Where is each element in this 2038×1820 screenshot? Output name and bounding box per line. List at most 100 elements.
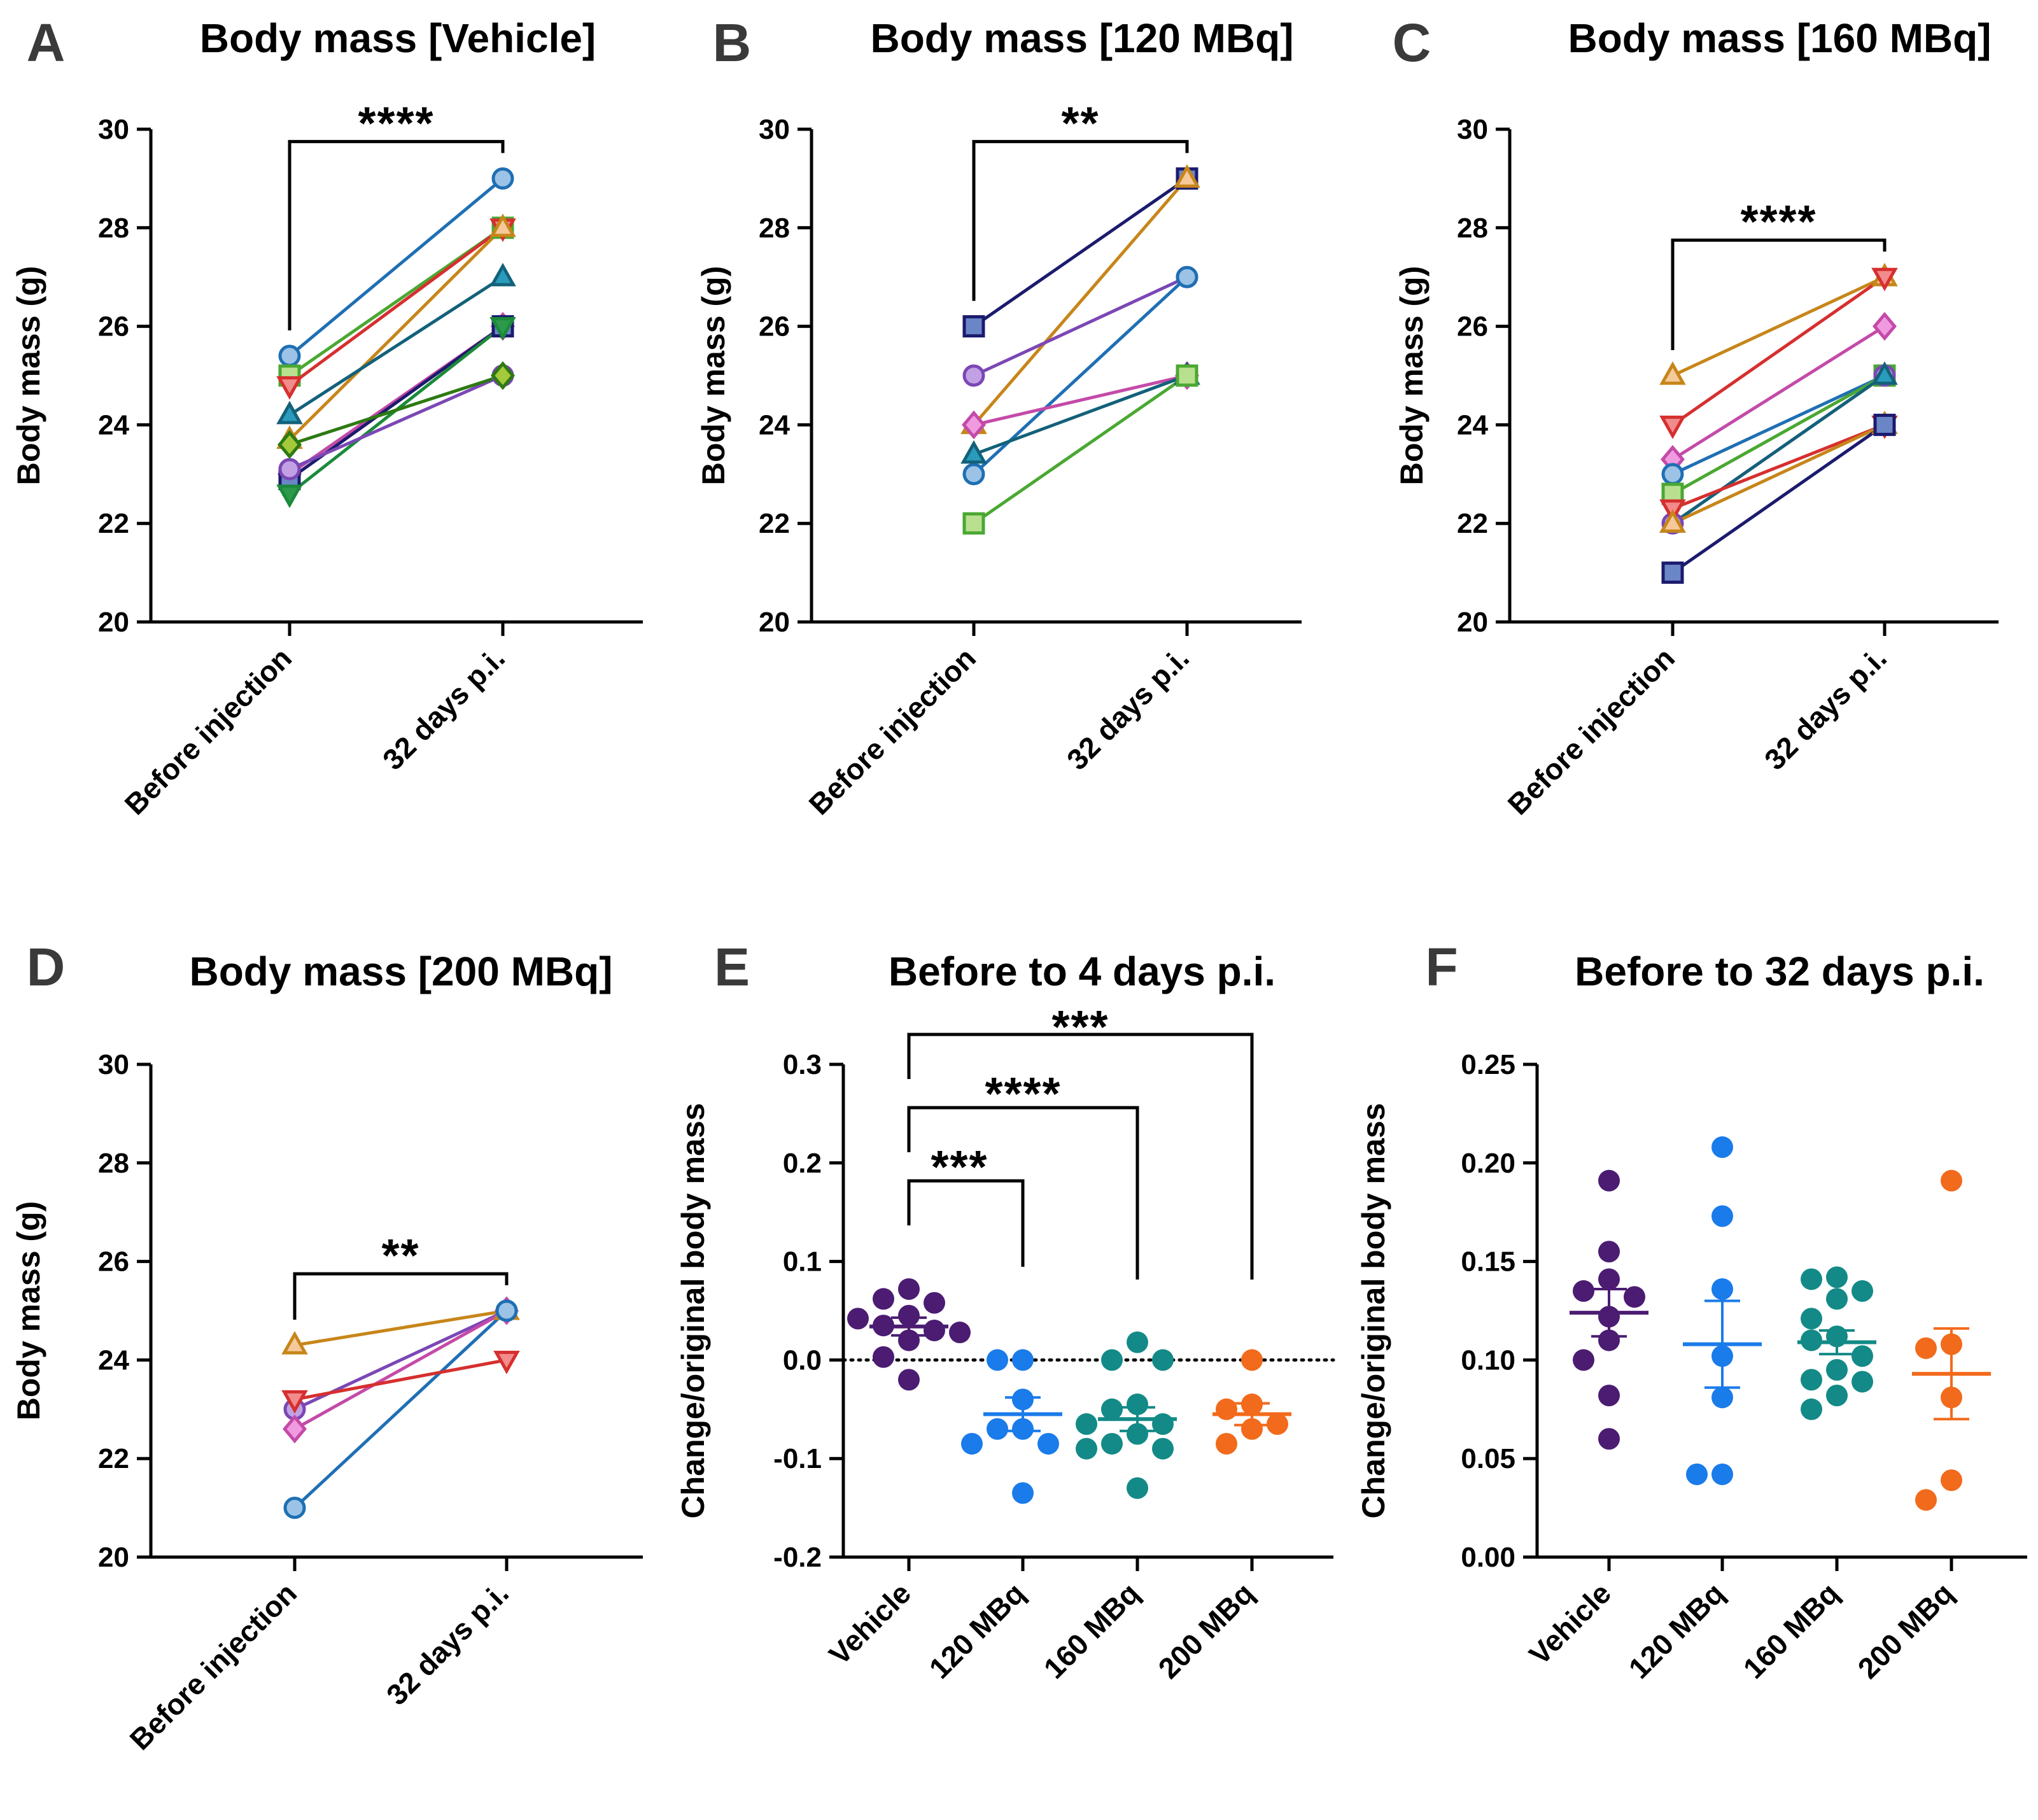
data-point [278,344,301,367]
panel-letter: D [27,937,66,997]
series-line [1671,374,1886,495]
y-tick-label: 0.20 [1461,1148,1515,1179]
y-tick-label: 0.05 [1461,1443,1515,1474]
series-line [973,177,1188,328]
y-axis-title: Body mass (g) [11,266,46,486]
data-point [1127,1423,1148,1445]
data-point [1871,267,1898,292]
data-point [1711,1463,1733,1485]
data-point [1216,1398,1237,1420]
y-tick-label: 30 [98,114,129,145]
y-axis-title: Change/original body mass [1356,1103,1391,1519]
y-tick-label: 24 [759,409,790,441]
series-line [1671,423,1886,574]
data-point [1176,265,1198,288]
data-point [1598,1169,1620,1192]
data-point [1152,1413,1174,1436]
panel-title: Body mass [160 MBq] [1568,15,1991,61]
data-point [1826,1358,1848,1381]
series-line [288,177,504,357]
y-axis-title: Change/original body mass [675,1103,711,1519]
x-tick-label: 120 MBq [923,1576,1032,1685]
data-point [1659,509,1686,533]
data-point [987,1418,1008,1440]
y-tick-label: 20 [759,607,790,638]
data-point [489,317,516,341]
y-tick-label: 22 [98,508,129,539]
series-line [288,276,504,417]
data-point [924,1292,945,1314]
x-tick-label: Vehicle [1522,1576,1617,1671]
data-point [1152,1349,1174,1371]
data-point [1826,1266,1848,1288]
data-point [1127,1477,1148,1499]
significance-bracket [288,139,505,331]
significance-label: **** [1740,197,1817,248]
data-point [949,1322,971,1344]
series-line [288,227,504,441]
data-point [1176,364,1198,387]
data-point [1801,1308,1822,1330]
x-tick-label: Vehicle [822,1576,917,1671]
data-point [276,400,303,425]
data-point [1661,463,1684,486]
series-line [1671,276,1886,427]
data-point [276,376,303,400]
panel-title: Before to 4 days p.i. [889,949,1276,994]
data-point [1012,1482,1034,1504]
significance-label: ** [1061,98,1099,149]
data-point [276,484,303,509]
y-tick-label: 28 [98,213,129,244]
data-point [1826,1288,1848,1310]
x-tick-label: Before injection [123,1576,304,1756]
x-tick-label: 120 MBq [1622,1576,1731,1685]
data-point [1661,561,1684,584]
y-tick-label: 28 [98,1148,129,1179]
x-tick-label: Before injection [118,641,299,821]
x-tick-label: 200 MBq [1152,1576,1261,1685]
data-point [898,1278,920,1300]
data-point [495,1299,518,1322]
data-point [1801,1398,1822,1420]
x-tick-label: Before injection [1501,641,1682,821]
data-point [1624,1286,1645,1308]
data-point [1852,1371,1873,1393]
data-point [873,1288,894,1310]
y-tick-label: -0.2 [773,1542,822,1573]
data-point [1101,1432,1123,1455]
data-point [960,440,987,464]
data-point [962,463,985,486]
data-point [281,1330,308,1355]
series-line [973,374,1188,456]
data-point [1711,1136,1733,1159]
y-tick-label: 26 [98,311,129,342]
series-line [289,374,503,446]
data-point [1801,1268,1822,1290]
data-point [1915,1489,1937,1511]
y-tick-label: 24 [98,409,129,441]
x-tick-label: 32 days p.i. [376,641,511,776]
data-point [1941,1469,1962,1492]
y-tick-label: 30 [1457,114,1488,145]
y-tick-label: -0.1 [773,1443,822,1474]
y-tick-label: 28 [759,213,790,244]
data-point [1711,1205,1733,1227]
data-point [1871,361,1898,385]
data-point [1012,1349,1034,1371]
data-point [1241,1418,1263,1440]
y-tick-label: 28 [1457,213,1488,244]
data-point [1915,1337,1937,1359]
significance-label: **** [985,1069,1061,1120]
y-tick-label: 20 [98,1542,129,1573]
panel-d: D Body mass [200 MBq] 20 22 24 26 28 30 Body mas… [11,937,643,1756]
data-point [1711,1278,1733,1300]
significance-label: **** [358,98,434,149]
significance-bracket [293,1272,509,1320]
y-axis-title: Body mass (g) [1394,266,1430,486]
panel-title: Body mass [120 MBq] [870,15,1293,61]
data-point [1076,1437,1097,1460]
data-point [1598,1241,1620,1263]
significance-label: ** [381,1231,419,1281]
data-point [1127,1331,1148,1353]
x-tick-label: 160 MBq [1737,1576,1846,1685]
